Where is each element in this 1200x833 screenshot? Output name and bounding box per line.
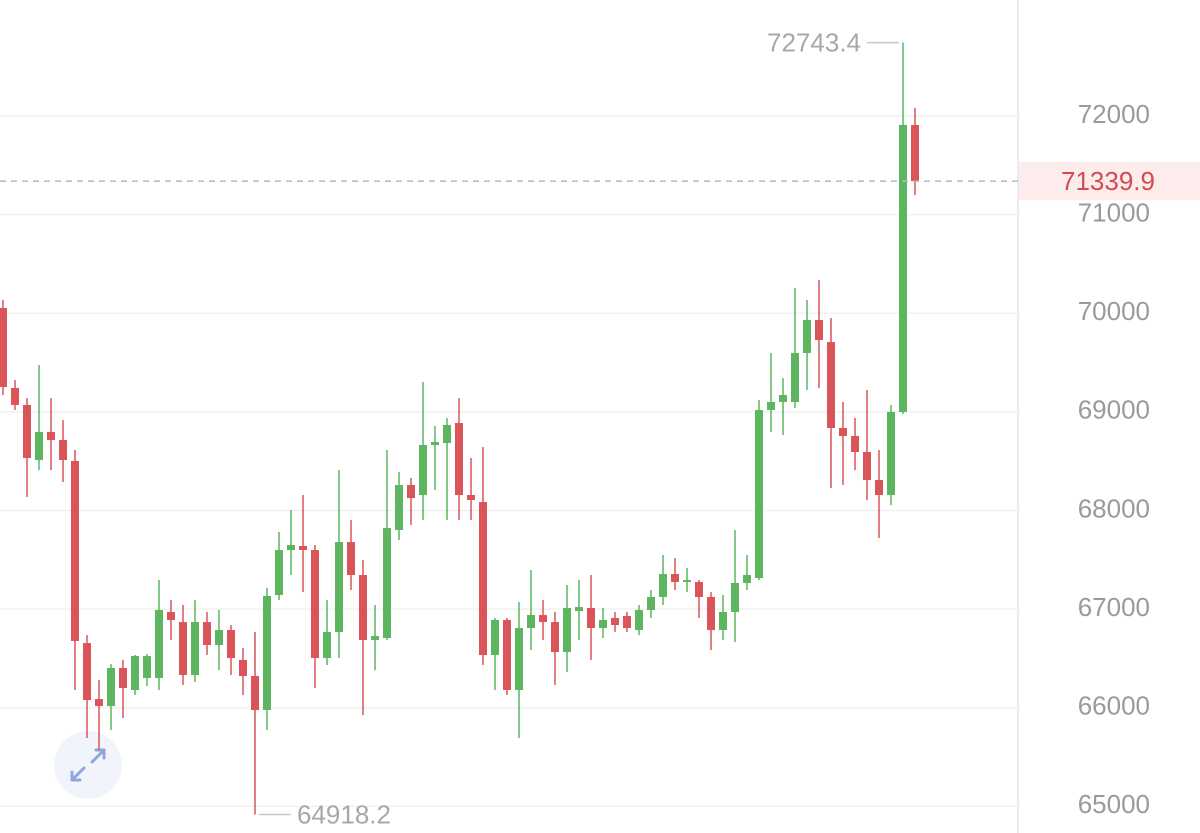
candle-body (899, 124, 907, 412)
candles (0, 42, 919, 815)
candle-body (443, 424, 451, 444)
candle-body (875, 480, 883, 496)
candle-body (311, 550, 319, 659)
candle-body (683, 580, 691, 582)
candle-body (659, 574, 667, 597)
candle-body (155, 610, 163, 679)
y-tick-label: 66000 (1078, 691, 1150, 721)
candle-body (227, 630, 235, 659)
annotations: 72743.4 64918.2 71339.9 (0, 28, 1200, 829)
candle-body (755, 409, 763, 579)
candle-body (323, 631, 331, 659)
y-tick-label: 71000 (1078, 197, 1150, 227)
candle-body (263, 596, 271, 711)
low-label: 64918.2 (297, 799, 391, 829)
candle-body (803, 320, 811, 353)
candle-body (527, 615, 535, 629)
candle-body (887, 411, 895, 496)
candle-body (395, 485, 403, 531)
candle-body (551, 622, 559, 653)
candle-body (647, 596, 655, 611)
expand-button[interactable] (54, 731, 122, 799)
candle-body (563, 608, 571, 653)
candle-body (827, 342, 835, 429)
candle-body (371, 636, 379, 640)
y-tick-label: 65000 (1078, 789, 1150, 819)
candle-body (635, 610, 643, 631)
candle-body (35, 431, 43, 460)
candle-body (407, 485, 415, 499)
candle-body (119, 667, 127, 689)
candle-body (851, 436, 859, 453)
candle-body (767, 402, 775, 410)
candle-body (839, 428, 847, 437)
candle-body (359, 574, 367, 640)
expand-icon (70, 748, 106, 782)
candle-body (179, 622, 187, 676)
candle-body (11, 387, 19, 405)
y-tick-label: 70000 (1078, 296, 1150, 326)
y-tick-label: 69000 (1078, 395, 1150, 425)
candle-body (539, 615, 547, 623)
candle-body (719, 611, 727, 631)
candle-body (575, 607, 583, 611)
candle-body (791, 352, 799, 403)
candle-body (419, 445, 427, 496)
candle-body (251, 675, 259, 711)
candle-body (191, 622, 199, 676)
candle-body (611, 617, 619, 625)
candle-body (215, 630, 223, 646)
candle-body (143, 656, 151, 679)
candle-body (779, 394, 787, 403)
candle-body (71, 460, 79, 641)
last-price-label: 71339.9 (1061, 166, 1155, 196)
candle-body (707, 596, 715, 631)
candle-body (203, 622, 211, 646)
candle-body (239, 660, 247, 676)
candle-body (59, 439, 67, 460)
candle-body (347, 542, 355, 575)
candle-body (863, 452, 871, 481)
candle-body (95, 699, 103, 707)
candle-body (83, 643, 91, 701)
candle-body (23, 404, 31, 459)
candle-body (491, 619, 499, 655)
candle-body (335, 542, 343, 632)
high-label: 72743.4 (767, 28, 861, 58)
y-axis: 65000 66000 67000 68000 69000 70000 71000 72000 (1078, 99, 1150, 819)
candle-body (467, 495, 475, 501)
candle-body (503, 619, 511, 690)
candle-body (167, 611, 175, 620)
candle-body (623, 616, 631, 629)
candle-body (455, 423, 463, 496)
candle-body (0, 308, 7, 388)
candle-body (131, 656, 139, 690)
y-tick-label: 72000 (1078, 99, 1150, 129)
candle-body (587, 608, 595, 629)
candle-body (431, 442, 439, 446)
y-tick-label: 67000 (1078, 592, 1150, 622)
expand-button-bg (54, 731, 122, 799)
candle-body (299, 545, 307, 551)
candle-body (743, 574, 751, 583)
candle-body (275, 550, 283, 596)
candle-body (287, 545, 295, 551)
candle-body (671, 574, 679, 582)
candle-body (47, 431, 55, 440)
candle-body (107, 667, 115, 707)
candle-body (815, 320, 823, 340)
candle-body (515, 628, 523, 690)
candle-body (479, 502, 487, 655)
candle-body (695, 581, 703, 597)
candle-body (911, 124, 919, 182)
y-tick-label: 68000 (1078, 493, 1150, 523)
candle-body (383, 528, 391, 639)
grid (0, 115, 1018, 808)
candle-body (599, 619, 607, 629)
last-price-tag (1019, 162, 1200, 201)
candle-body (731, 582, 739, 612)
